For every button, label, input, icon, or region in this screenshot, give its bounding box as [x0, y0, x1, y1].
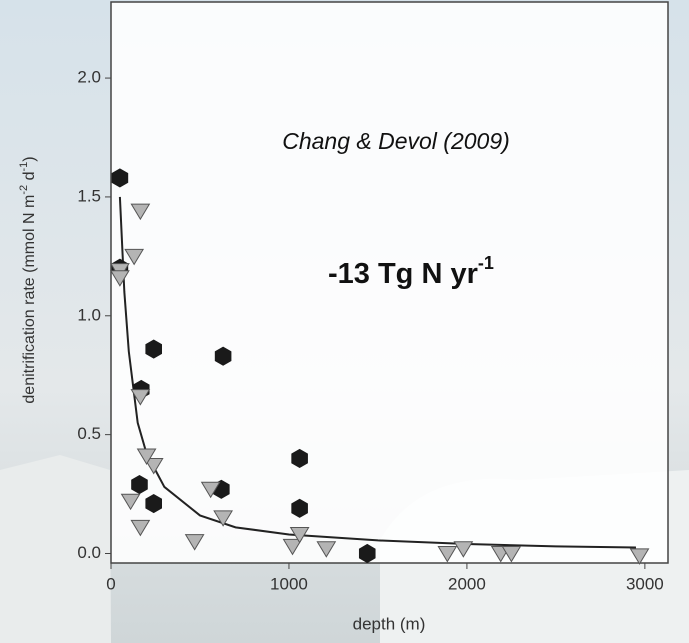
- x-tick-label: 3000: [626, 574, 664, 593]
- hexagon-point: [358, 543, 376, 564]
- triangle-point: [143, 458, 164, 475]
- y-tick-label: 0.0: [77, 543, 101, 562]
- y-label-sup: -1: [18, 162, 30, 172]
- triangle-point: [124, 248, 145, 266]
- plot-area: [110, 1, 669, 564]
- y-label-part: ): [21, 156, 38, 161]
- triangle-point: [282, 538, 303, 556]
- annotation: Chang & Devol (2009): [282, 128, 510, 154]
- y-tick-label: 0.5: [77, 424, 101, 443]
- y-label-part: d: [21, 172, 38, 185]
- triangle-point: [501, 545, 522, 563]
- x-tick-label: 0: [106, 574, 115, 593]
- triangle-point: [316, 541, 337, 558]
- y-tick-label: 2.0: [77, 68, 101, 87]
- triangle-point: [120, 493, 141, 511]
- triangle-point: [110, 270, 130, 287]
- hexagon-point: [291, 498, 308, 518]
- iceberg: [0, 455, 111, 643]
- hexagon-point: [145, 339, 163, 359]
- y-tick-label: 1.5: [77, 186, 101, 205]
- hexagon-point: [111, 168, 129, 188]
- y-tick-label: 1.0: [77, 305, 101, 324]
- triangle-point: [453, 541, 474, 558]
- triangle-point: [130, 519, 151, 537]
- triangle-point: [136, 448, 157, 466]
- hexagon-point: [145, 493, 163, 514]
- triangle-point: [213, 510, 233, 527]
- hexagon-point: [131, 474, 148, 495]
- y-label-sup: -2: [18, 185, 30, 195]
- rate-label: -13 Tg N yr-1: [328, 253, 494, 290]
- rate-sup: -1: [478, 253, 494, 273]
- triangle-point: [130, 203, 151, 221]
- y-label-part: denitrification rate (mmol N m: [21, 195, 38, 404]
- triangle-point: [130, 389, 151, 406]
- triangle-point: [629, 548, 650, 565]
- triangle-point: [200, 481, 221, 499]
- triangle-point: [184, 534, 205, 551]
- y-axis-label: denitrification rate (mmol N m-2 d-1): [18, 156, 38, 403]
- hexagon-point: [214, 346, 232, 366]
- triangle-point: [289, 526, 310, 544]
- hexagon-point: [291, 448, 308, 468]
- triangle-point: [437, 545, 458, 563]
- rate-text: -13 Tg N yr: [328, 258, 478, 290]
- x-tick-label: 1000: [270, 574, 308, 593]
- x-tick-label: 2000: [448, 574, 486, 593]
- x-axis-label: depth (m): [353, 614, 426, 633]
